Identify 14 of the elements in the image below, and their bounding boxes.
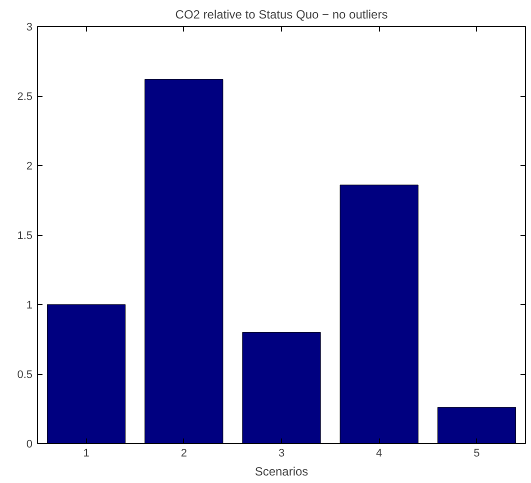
x-tick-label: 2: [180, 448, 187, 460]
y-tick-label: 1: [26, 300, 33, 312]
x-tick-label: 4: [376, 448, 382, 460]
y-tick-label: 2: [26, 160, 33, 172]
y-tick-label: 0: [26, 438, 33, 450]
y-tick-label: 3: [26, 22, 33, 34]
chart-title: CO2 relative to Status Quo − no outliers: [175, 8, 388, 22]
y-tick-label: 1.5: [17, 230, 33, 242]
x-axis-title: Scenarios: [254, 464, 308, 478]
y-tick-label: 0.5: [17, 369, 33, 381]
y-tick-label: 2.5: [17, 91, 33, 103]
x-tick-label: 3: [278, 448, 285, 460]
x-tick-label: 5: [474, 448, 480, 460]
x-tick-label: 1: [83, 448, 90, 460]
